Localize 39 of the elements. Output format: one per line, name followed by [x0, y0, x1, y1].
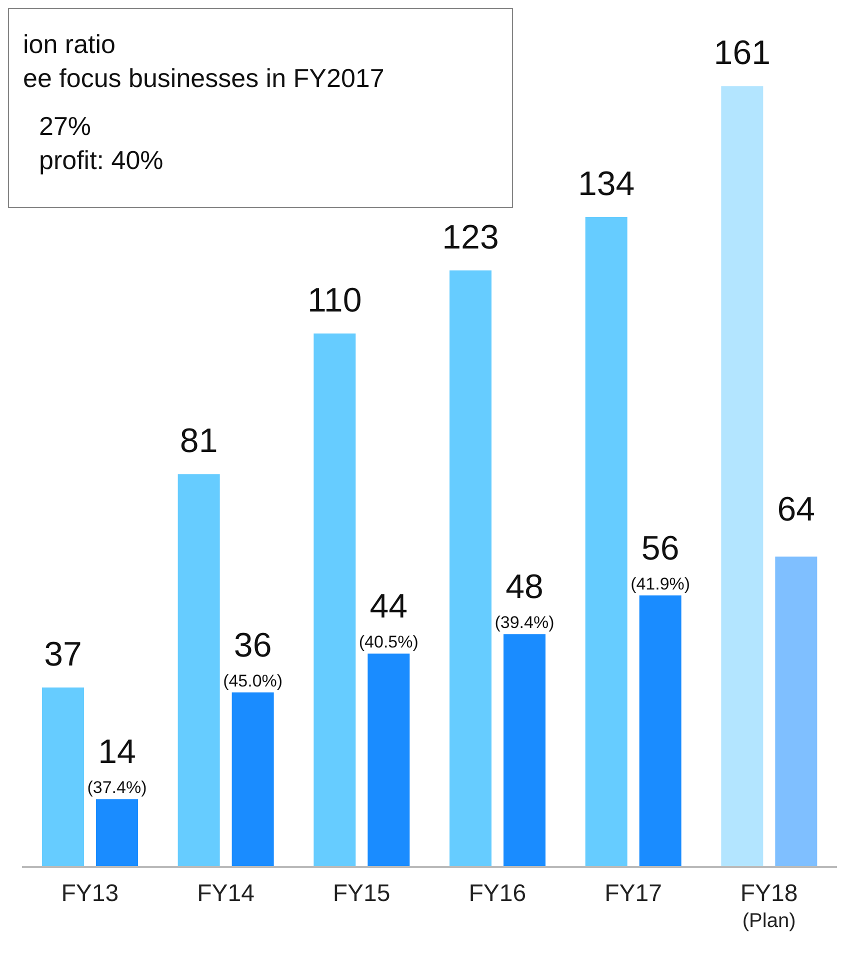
- annotation: (41.9%): [630, 574, 690, 594]
- bar: [232, 692, 274, 867]
- x-tick-label: FY13: [61, 880, 119, 907]
- bar: [450, 270, 492, 867]
- annotation: profit: 40%: [38, 144, 164, 177]
- x-tick-label: FY16: [468, 880, 526, 907]
- x-tick-label: FY18 (Plan): [740, 880, 798, 932]
- data-label: 64: [777, 490, 816, 529]
- x-tick-label: FY15: [332, 880, 390, 907]
- bar: [368, 654, 410, 867]
- bar: [585, 217, 628, 867]
- data-label: 161: [714, 34, 771, 72]
- annotation: (37.4%): [87, 778, 147, 798]
- data-label: 36: [234, 626, 272, 664]
- bar: [314, 333, 356, 867]
- data-label: 110: [308, 281, 362, 320]
- x-tick-label: FY14: [197, 880, 254, 907]
- annotation: (45.0%): [223, 671, 283, 690]
- bar: [96, 799, 138, 867]
- annotation: 27%: [38, 110, 92, 143]
- bar: [639, 595, 682, 867]
- annotation: (39.4%): [494, 613, 554, 632]
- data-label: 48: [506, 568, 544, 606]
- annotation: ee focus businesses in FY2017: [23, 62, 386, 95]
- data-label: 37: [44, 636, 82, 674]
- annotation: (40.5%): [358, 632, 418, 652]
- data-label: 14: [98, 733, 136, 772]
- data-label: 134: [578, 165, 635, 204]
- bar: [775, 556, 818, 867]
- note-box: ion ratio ee focus businesses in FY2017 27% profit: 40%: [8, 8, 513, 208]
- data-label: 44: [370, 588, 408, 626]
- data-label: 123: [442, 218, 499, 256]
- bar: [178, 474, 220, 867]
- bar: [504, 634, 546, 867]
- x-tick-label: FY17: [604, 880, 662, 907]
- data-label: 56: [641, 529, 680, 568]
- data-label: 81: [180, 422, 218, 460]
- bar: [42, 688, 84, 867]
- bar: [721, 86, 764, 867]
